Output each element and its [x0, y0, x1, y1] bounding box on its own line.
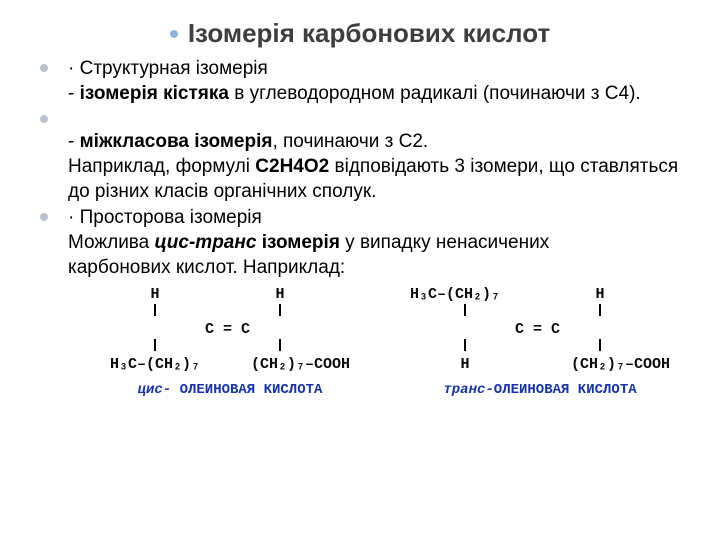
- molecule-trans: H₃C–(CH₂)₇ H C = C H (: [410, 287, 670, 372]
- bond-icon: [599, 304, 602, 316]
- bullet-structural-detail: - ізомерія кістяка в углеводородном ради…: [68, 82, 680, 107]
- title-bullet-icon: [170, 30, 178, 38]
- bond-icon: [599, 339, 602, 351]
- cis-center: C = C: [200, 322, 255, 337]
- bond-icon: [154, 304, 157, 316]
- caption-cis: цис- ОЛЕИНОВАЯ КИСЛОТА: [110, 382, 350, 398]
- bullet-spacer: [68, 108, 680, 130]
- slide-title: Ізомерія карбонових кислот: [188, 18, 550, 49]
- b1-pre: -: [68, 83, 80, 104]
- bond-icon: [279, 304, 282, 316]
- trans-bottom-left: H: [410, 357, 520, 372]
- trans-top-right: H: [550, 287, 650, 302]
- b2b-bold: C2H4O2: [255, 156, 329, 177]
- bullet-spatial-line2: Можлива цис-транс ізомерія у випадку нен…: [68, 231, 680, 256]
- caption-cis-text: ОЛЕИНОВАЯ КИСЛОТА: [180, 382, 323, 398]
- bullet-structural: · Структурная ізомерія - ізомерія кістяк…: [40, 57, 680, 106]
- b2-pre: -: [68, 131, 80, 152]
- trans-center: C = C: [510, 322, 565, 337]
- bullet-interclass: - міжкласова ізомерія, починаючи з C2. Н…: [40, 108, 680, 204]
- bullet-list: · Структурная ізомерія - ізомерія кістяк…: [40, 57, 680, 281]
- b3-pre: Можлива: [68, 232, 155, 253]
- bond-icon: [154, 339, 157, 351]
- slide-title-row: Ізомерія карбонових кислот: [40, 18, 680, 49]
- bullet-interclass-line1: - міжкласова ізомерія, починаючи з C2.: [68, 130, 680, 155]
- caption-row: цис- ОЛЕИНОВАЯ КИСЛОТА транс-ОЛЕИНОВАЯ К…: [110, 376, 680, 398]
- b3-bi: цис-транс: [155, 232, 257, 253]
- caption-cis-prefix: цис-: [138, 382, 180, 398]
- caption-trans-prefix: транс-: [443, 382, 493, 398]
- b3-post: у випадку ненасичених: [340, 232, 549, 253]
- b1-bold: ізомерія кістяка: [80, 83, 229, 104]
- b2b-pre: Наприклад, формулі: [68, 156, 255, 177]
- b3-b: ізомерія: [262, 232, 340, 253]
- b3-line3: карбонових кислот. Наприклад:: [68, 257, 345, 278]
- bond-icon: [464, 339, 467, 351]
- cis-top-left: H: [110, 287, 200, 302]
- cis-bottom-right: (CH₂)₇–COOH: [220, 357, 350, 372]
- bullet-spatial: · Просторова ізомерія Можлива цис-транс …: [40, 206, 680, 280]
- bond-icon: [464, 304, 467, 316]
- bullet-interclass-line2: Наприклад, формулі C2H4O2 відповідають 3…: [68, 155, 680, 204]
- bullet-spatial-line3: карбонових кислот. Наприклад:: [68, 256, 680, 281]
- cis-top-right: H: [230, 287, 330, 302]
- molecule-cis: H H C = C H₃C–(CH₂)₇ (: [110, 287, 350, 372]
- bond-icon: [279, 339, 282, 351]
- slide: Ізомерія карбонових кислот · Структурная…: [0, 0, 720, 540]
- caption-trans-text: ОЛЕИНОВАЯ КИСЛОТА: [494, 382, 637, 398]
- bullet-spatial-lead: · Просторова ізомерія: [68, 206, 680, 231]
- trans-top-left: H₃C–(CH₂)₇: [410, 287, 520, 302]
- b2-post: , починаючи з C2.: [272, 131, 428, 152]
- cis-bottom-left: H₃C–(CH₂)₇: [110, 357, 200, 372]
- trans-bottom-right: (CH₂)₇–COOH: [540, 357, 670, 372]
- b1-post: в углеводородном радикалі (починаючи з C…: [229, 83, 641, 104]
- caption-trans: транс-ОЛЕИНОВАЯ КИСЛОТА: [410, 382, 670, 398]
- molecule-diagrams: H H C = C H₃C–(CH₂)₇ (: [110, 287, 680, 372]
- b2-bold: міжкласова ізомерія: [80, 131, 273, 152]
- bullet-structural-lead: · Структурная ізомерія: [68, 57, 680, 82]
